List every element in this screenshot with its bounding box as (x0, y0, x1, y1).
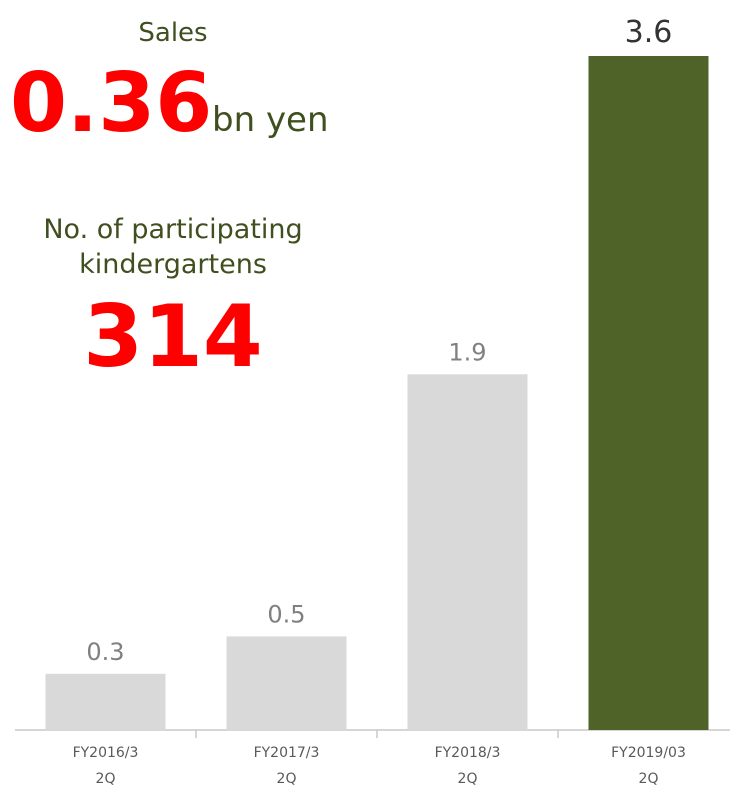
x-tick-label: 2Q (639, 771, 659, 787)
value-label: 3.6 (625, 15, 673, 50)
x-tick-label: FY2018/3 (435, 745, 501, 761)
kindergartens-label: kindergartens (79, 249, 267, 280)
x-tick-label: 2Q (458, 771, 478, 787)
sales-label: Sales (138, 18, 207, 48)
bar (45, 673, 166, 730)
bar (226, 636, 347, 730)
kindergartens-label: No. of participating (43, 214, 302, 245)
x-tick-label: 2Q (277, 771, 297, 787)
x-tick-label: FY2016/3 (73, 745, 139, 761)
sales-value: 0.36 (10, 56, 212, 151)
sales-unit: bn yen (212, 100, 329, 140)
value-label: 0.5 (267, 600, 305, 628)
bar (407, 374, 528, 730)
kindergartens-value: 314 (83, 287, 263, 387)
bar (588, 56, 709, 730)
x-tick-label: 2Q (96, 771, 116, 787)
value-label: 1.9 (448, 338, 486, 366)
x-tick-label: FY2019/03 (611, 745, 686, 761)
value-label: 0.3 (86, 638, 124, 666)
x-tick-label: FY2017/3 (254, 745, 320, 761)
